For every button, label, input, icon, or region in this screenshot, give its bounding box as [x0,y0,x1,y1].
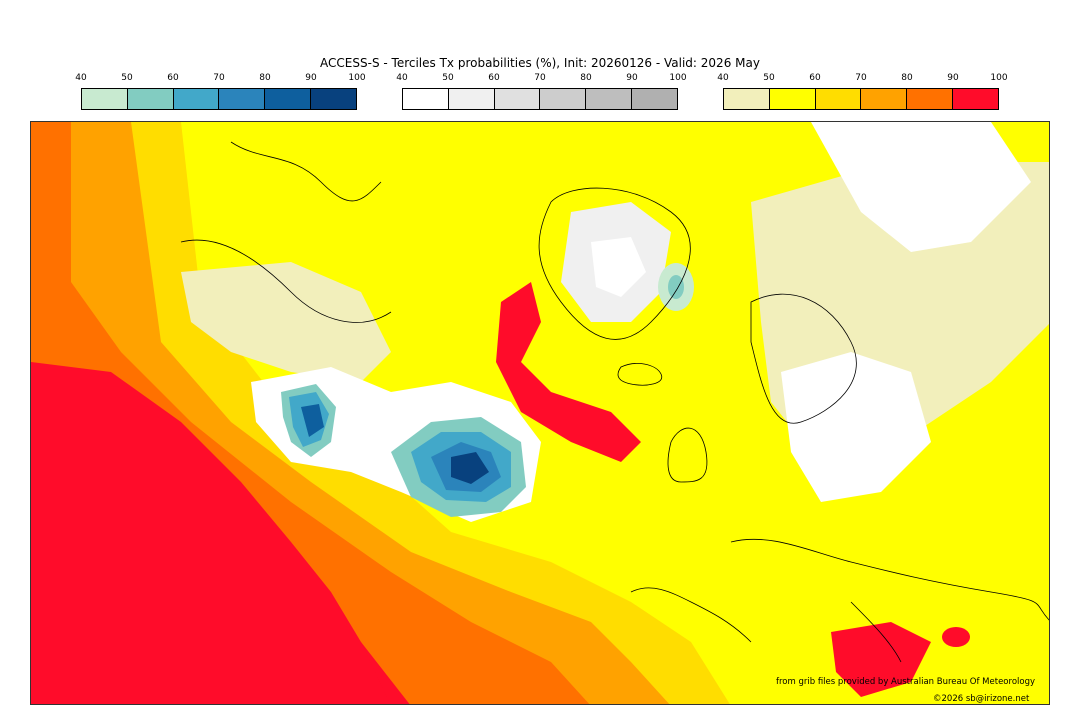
colorbar-ticks: 40 50 60 70 80 90 100 [717,73,1007,85]
colorbar-swatch [403,89,449,109]
colorbar-tick-label: 100 [348,73,366,83]
red-greenland-streak [496,282,641,462]
map-canvas [31,122,1049,704]
greenland-center [591,237,646,297]
map-title: ACCESS-S - Terciles Tx probabilities (%)… [320,56,760,70]
colorbar-tick-label: 90 [305,73,317,83]
colorbar-tick-label: 60 [488,73,500,83]
colorbar-tick-label: 70 [855,73,867,83]
above-normal-colorbar: 40 50 60 70 80 90 100 [717,73,1008,113]
colorbar-swatch [815,89,862,109]
colorbar-swatch [173,89,220,109]
white-europe [781,352,931,502]
colorbar-swatch [448,89,495,109]
colorbar-swatches [81,88,357,110]
colorbar-tick-label: 90 [626,73,638,83]
colorbar-swatches [723,88,999,110]
colorbar-swatch [219,89,266,109]
colorbar-swatch [265,89,312,109]
colorbar-tick-label: 80 [259,73,271,83]
data-source-credit: from grib files provided by Australian B… [776,677,1036,687]
colorbar-tick-label: 50 [763,73,775,83]
colorbar-swatch [953,89,998,109]
colorbar-swatch [540,89,587,109]
copyright-credit: ©2026 sb@irizone.net [933,694,1030,704]
colorbar-tick-label: 60 [167,73,179,83]
colorbar-swatches [402,88,678,110]
colorbar-swatch [311,89,356,109]
colorbar-tick-label: 80 [580,73,592,83]
colorbar-tick-label: 70 [534,73,546,83]
colorbar-swatch [724,89,770,109]
colorbar-tick-label: 50 [442,73,454,83]
colorbar-tick-label: 40 [75,73,87,83]
colorbar-swatch [632,89,677,109]
colorbar-tick-label: 100 [669,73,687,83]
colorbar-tick-label: 50 [121,73,133,83]
colorbar-tick-label: 80 [901,73,913,83]
colorbar-swatch [861,89,908,109]
red-atlantic [31,362,391,704]
colorbar-tick-label: 70 [213,73,225,83]
colorbar-tick-label: 40 [396,73,408,83]
colorbar-tick-label: 40 [717,73,729,83]
near-normal-colorbar: 40 50 60 70 80 90 100 [396,73,687,113]
probability-map [30,121,1050,705]
colorbar-swatch [127,89,174,109]
coastlines [180,141,1049,663]
colorbar-ticks: 40 50 60 70 80 90 100 [396,73,686,85]
colorbar-tick-label: 90 [947,73,959,83]
colorbar-tick-label: 60 [809,73,821,83]
colorbar-swatch [907,89,954,109]
below-normal-colorbar: 40 50 60 70 80 90 100 [75,73,366,113]
colorbar-tick-label: 100 [990,73,1008,83]
beige-north-america [181,262,391,382]
colorbar-swatch [494,89,541,109]
colorbar-swatch [769,89,816,109]
colorbar-swatch [586,89,633,109]
colorbar-swatch [82,89,128,109]
white-russia [811,122,1031,252]
red-mediterranean [831,622,931,697]
colorbar-ticks: 40 50 60 70 80 90 100 [75,73,365,85]
